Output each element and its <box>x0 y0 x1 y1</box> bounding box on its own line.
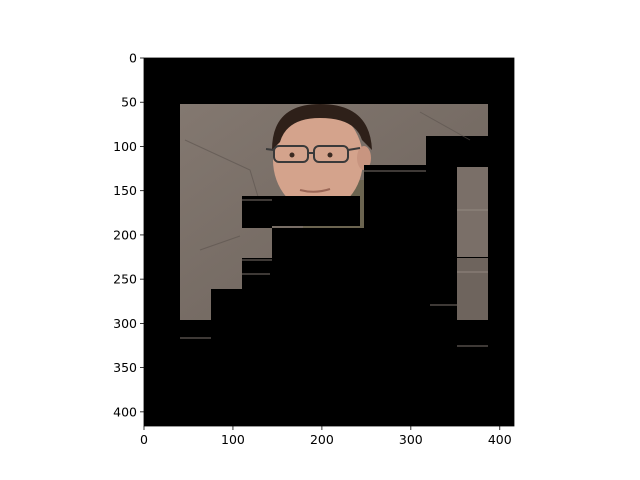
x-tick-label: 100 <box>221 432 245 447</box>
y-tick-label: 150 <box>113 183 137 198</box>
photo-ear <box>357 146 371 170</box>
x-tick-label: 200 <box>310 432 334 447</box>
x-axis: 0 100 200 300 400 <box>140 426 512 447</box>
y-tick-label: 0 <box>129 51 137 66</box>
photo-mouth <box>299 188 331 193</box>
y-tick-label: 50 <box>121 95 137 110</box>
occlusion-block <box>242 198 272 228</box>
photo-hair <box>272 104 372 150</box>
photo-wall-region <box>180 104 488 320</box>
y-tick-label: 300 <box>113 316 137 331</box>
y-tick-label: 400 <box>113 404 137 419</box>
y-tick-label: 350 <box>113 360 137 375</box>
axes-frame <box>143 57 515 427</box>
photo-face <box>273 108 363 212</box>
glitch-streaks <box>180 170 488 347</box>
portrait-photo <box>180 104 488 347</box>
y-tick-label: 200 <box>113 227 137 242</box>
y-axis: 0 50 100 150 200 250 300 350 400 <box>113 51 144 419</box>
photo-eye <box>327 152 333 158</box>
x-tick-label: 300 <box>399 432 423 447</box>
x-tick-label: 0 <box>140 432 148 447</box>
photo-wall-strip <box>457 167 488 257</box>
photo-eye <box>289 152 295 158</box>
x-tick-label: 400 <box>488 432 512 447</box>
photo-wall-strip <box>457 258 488 320</box>
y-tick-label: 100 <box>113 139 137 154</box>
glasses-icon <box>265 145 361 163</box>
occlusion-block <box>364 165 457 265</box>
y-tick-label: 250 <box>113 272 137 287</box>
